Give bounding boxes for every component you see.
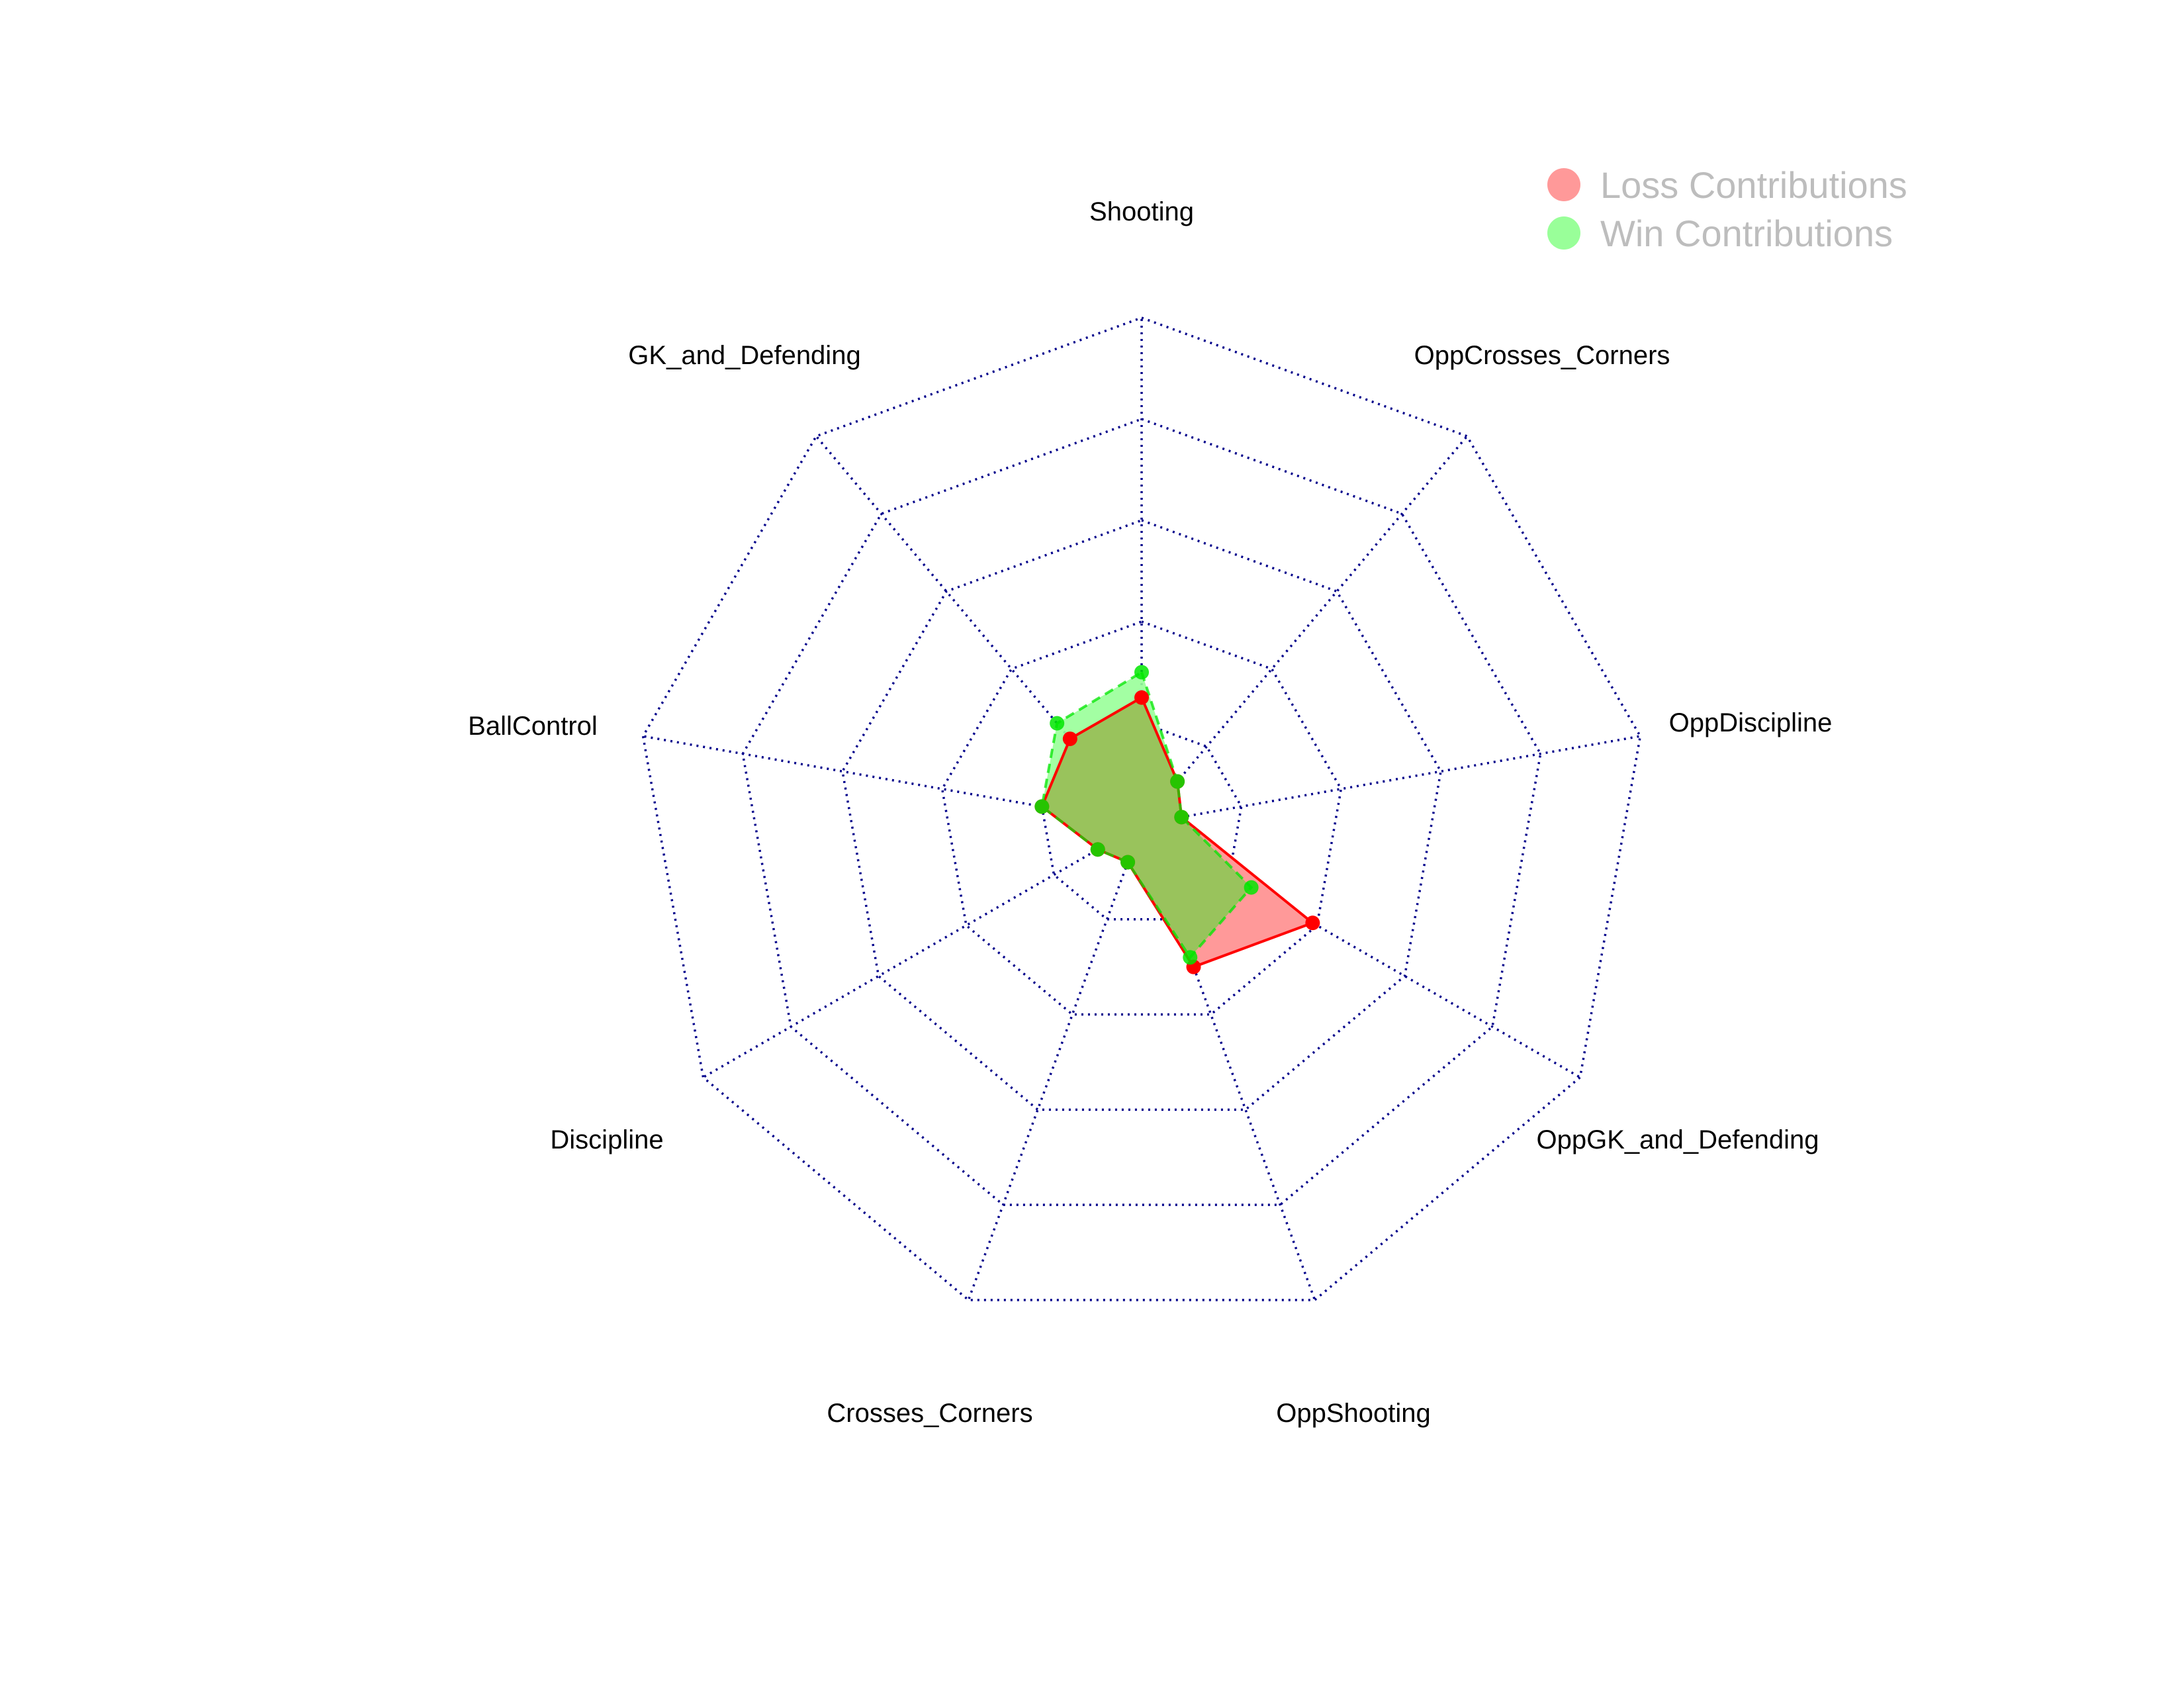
legend-marker-win [1547, 216, 1580, 250]
legend-label-loss: Loss Contributions [1600, 164, 1907, 206]
axis-label-oppcrosses-corners: OppCrosses_Corners [1414, 341, 1670, 370]
series-area-overlap [1042, 697, 1251, 958]
grid-ring-3 [841, 519, 1442, 1111]
grid-spoke-4 [1140, 823, 1316, 1301]
radar-series [1034, 665, 1320, 974]
grid-spoke-6 [702, 823, 1142, 1079]
grid-spoke-3 [1141, 823, 1581, 1079]
point-win-1 [1170, 774, 1185, 789]
radar-grid [641, 316, 1642, 1301]
legend-marker-loss [1547, 168, 1580, 201]
point-win-8 [1050, 716, 1065, 731]
axis-label-gk-and-defending: GK_and_Defending [628, 341, 860, 370]
grid-spoke-8 [815, 435, 1143, 825]
point-win-3 [1244, 880, 1259, 895]
grid-spoke-7 [643, 735, 1142, 825]
axis-label-discipline: Discipline [550, 1125, 663, 1154]
axis-label-crosses-corners: Crosses_Corners [827, 1399, 1032, 1428]
axis-label-oppgk-and-defending: OppGK_and_Defending [1537, 1125, 1819, 1154]
grid-spoke-5 [967, 823, 1143, 1301]
axis-label-oppshooting: OppShooting [1276, 1399, 1431, 1428]
grid-ring-2 [940, 620, 1343, 1016]
point-win-5 [1120, 855, 1136, 870]
point-win-0 [1134, 665, 1149, 680]
series-line-loss [1040, 695, 1316, 969]
axis-label-ballcontrol: BallControl [468, 712, 598, 741]
point-win-6 [1090, 842, 1105, 857]
axis-labels: Shooting OppCrosses_Corners OppDisciplin… [468, 197, 1832, 1428]
axis-label-oppdiscipline: OppDiscipline [1669, 708, 1833, 737]
point-win-7 [1034, 799, 1050, 814]
legend-label-win: Win Contributions [1600, 212, 1893, 254]
series-line-win [1040, 670, 1253, 960]
point-loss-3 [1305, 915, 1320, 931]
grid-spoke-1 [1140, 435, 1469, 825]
axis-label-shooting: Shooting [1089, 197, 1194, 226]
grid-spoke-2 [1141, 735, 1641, 825]
point-win-4 [1183, 950, 1198, 965]
point-loss-0 [1134, 690, 1149, 705]
grid-ring-1 [1040, 722, 1243, 921]
point-loss-8 [1062, 731, 1077, 747]
point-win-2 [1174, 810, 1189, 825]
legend: Loss Contributions Win Contributions [1547, 164, 1907, 254]
